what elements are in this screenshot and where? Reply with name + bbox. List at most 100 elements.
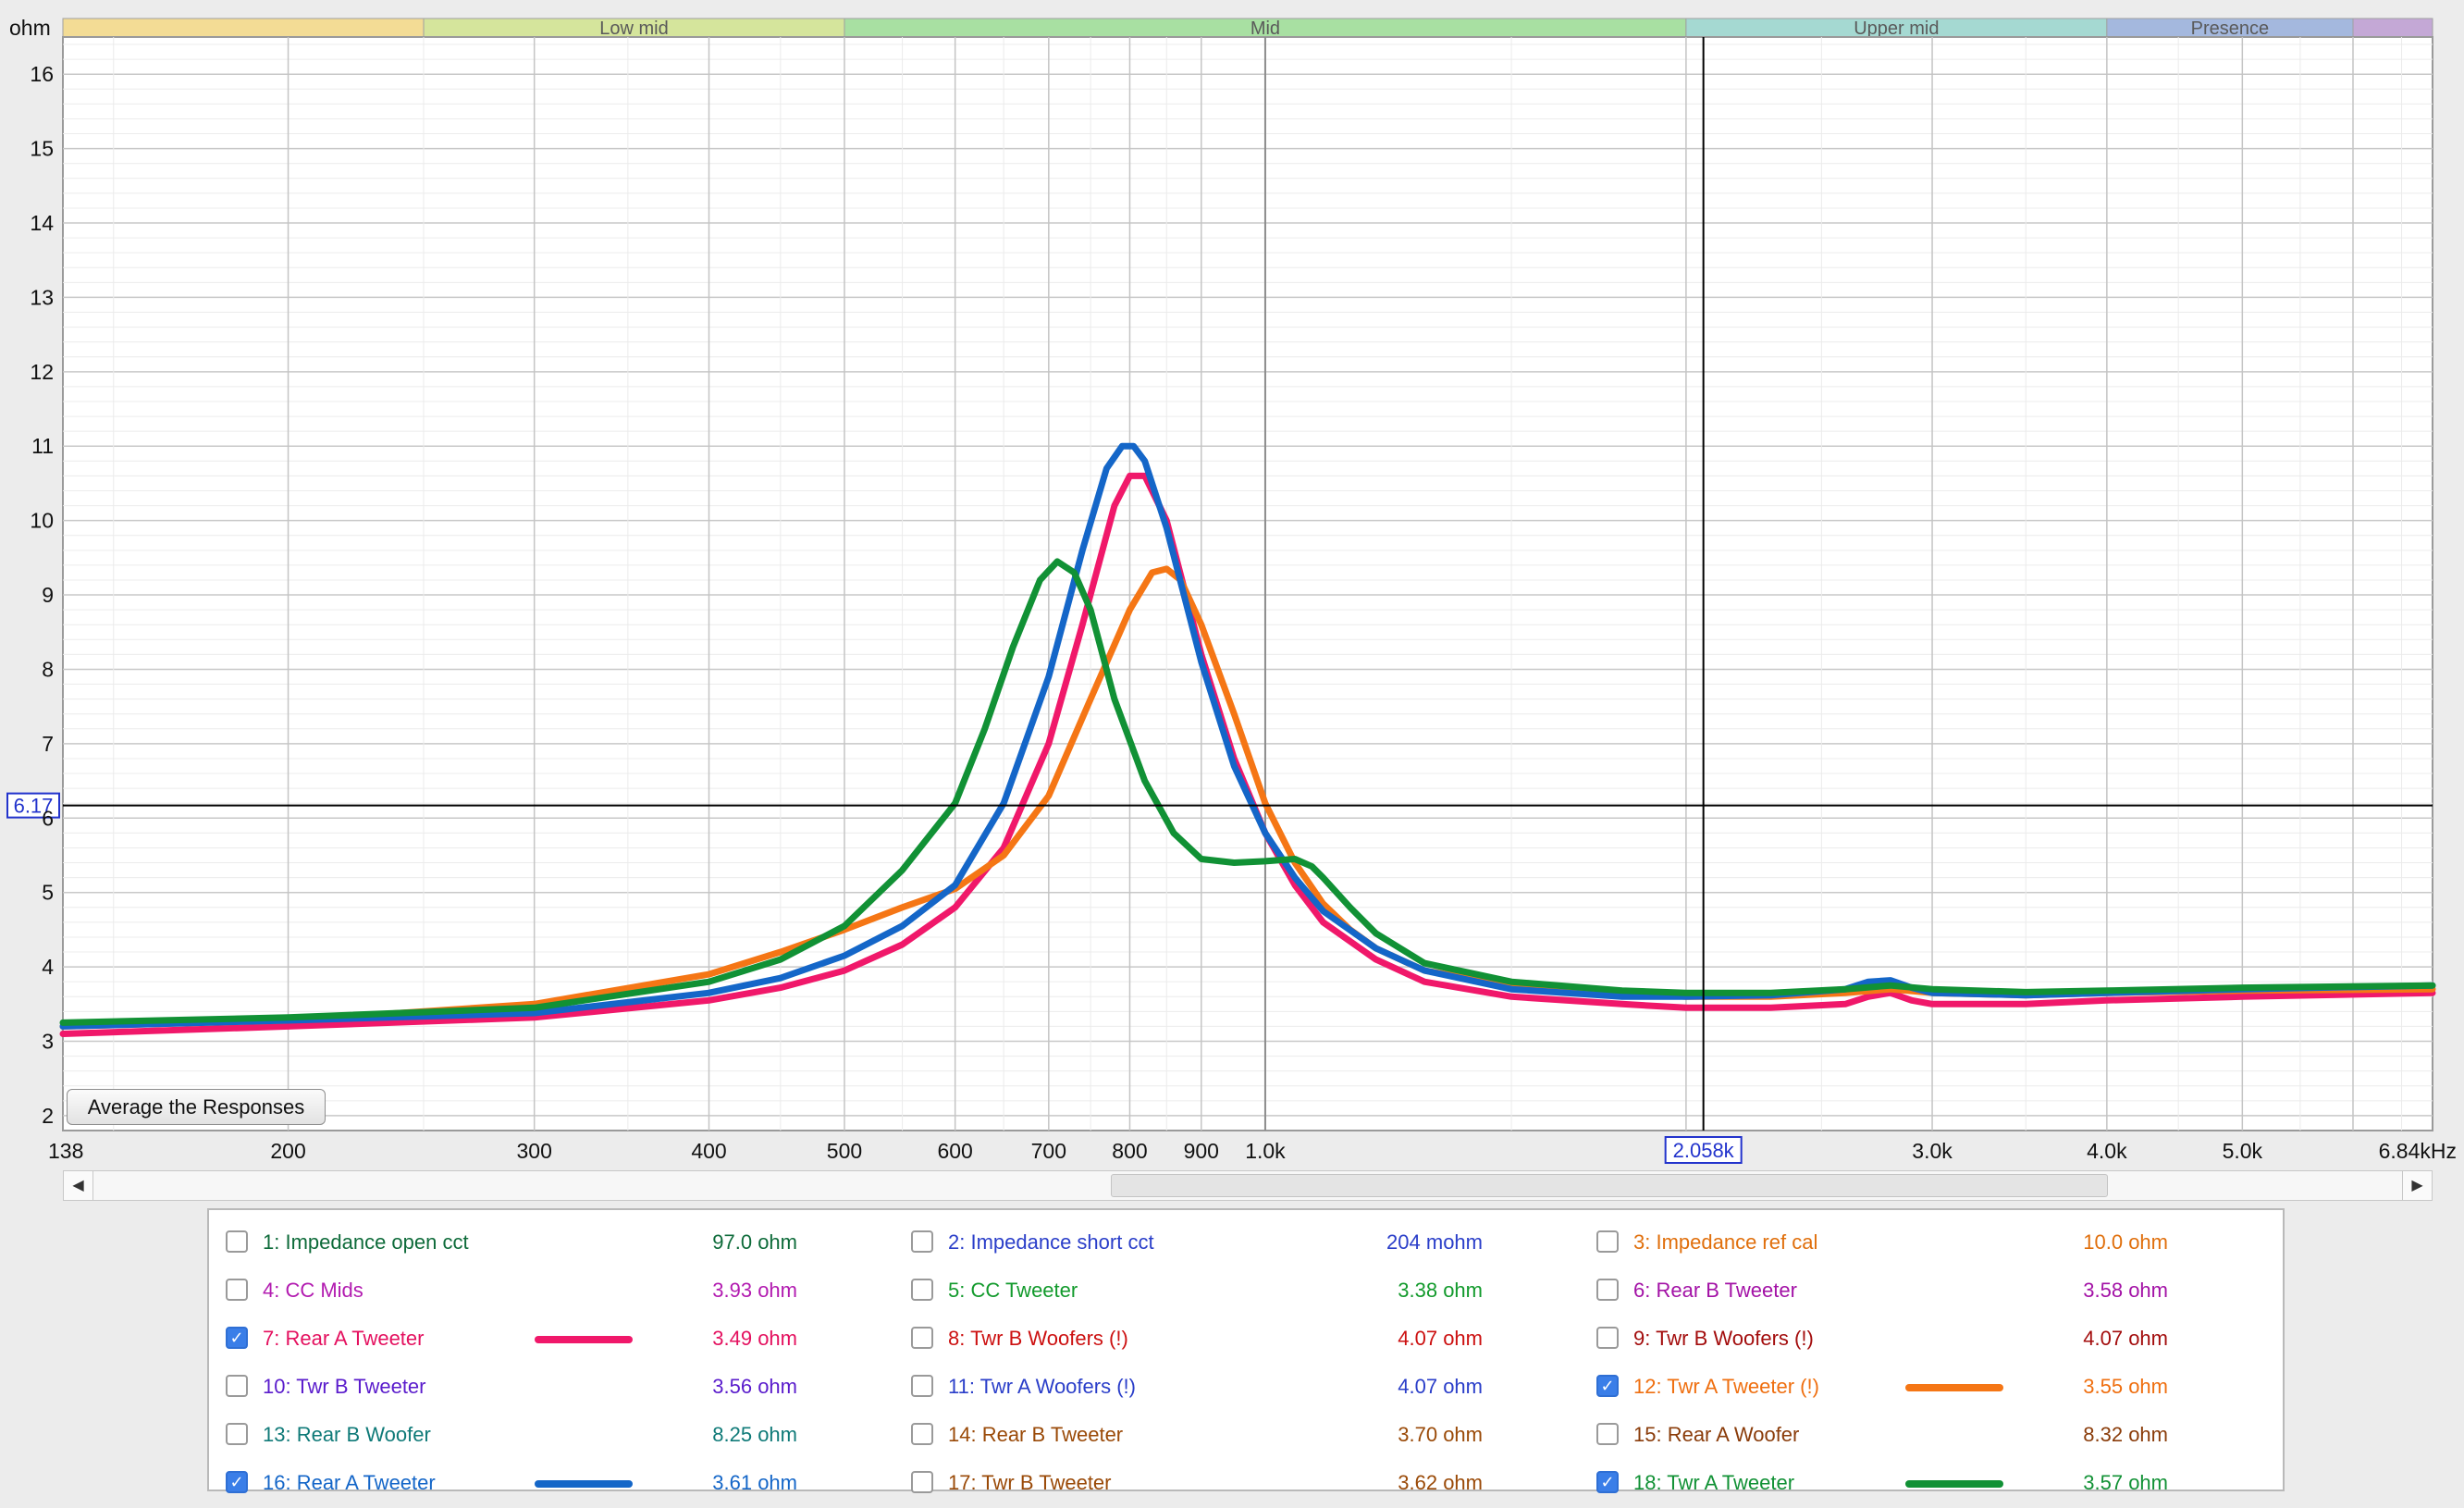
checkbox-icon[interactable] xyxy=(1596,1327,1619,1349)
legend-item-value: 4.07 ohm xyxy=(1398,1327,1483,1350)
legend-item-name: 11: Twr A Woofers (!) xyxy=(948,1375,1136,1398)
legend-item-name: 15: Rear A Woofer xyxy=(1633,1423,1800,1446)
checkbox-icon[interactable] xyxy=(226,1375,248,1397)
legend-item-name: 5: CC Tweeter xyxy=(948,1279,1078,1302)
legend-item-name: 18: Twr A Tweeter xyxy=(1633,1471,1795,1494)
legend-item[interactable]: ✓ 7: Rear A Tweeter 3.49 ohm xyxy=(209,1316,893,1364)
cursor-x-readout-box xyxy=(1664,1136,1743,1164)
axis-ticks: 2 3 4 5 6 7 8 9 10 11 12 13 14 15 16 138 200 300 400 500 600… xyxy=(30,62,2457,1163)
legend-item-name: 13: Rear B Woofer xyxy=(263,1423,431,1446)
legend-item[interactable]: 2: Impedance short cct 204 mohm xyxy=(894,1219,1579,1267)
y-tick-label: 11 xyxy=(31,434,54,458)
cursor-y-readout: 6.17 xyxy=(14,795,54,818)
legend-item-value: 4.07 ohm xyxy=(2083,1327,2168,1350)
legend-item-name: 3: Impedance ref cal xyxy=(1633,1230,1818,1254)
scroll-left-arrow-icon[interactable]: ◀ xyxy=(64,1171,93,1200)
legend-item-value: 10.0 ohm xyxy=(2083,1230,2168,1254)
checkbox-icon[interactable] xyxy=(1596,1279,1619,1301)
y-tick-label: 14 xyxy=(30,211,54,235)
checkbox-checked-icon[interactable]: ✓ xyxy=(1596,1375,1619,1397)
y-tick-label: 2 xyxy=(42,1104,54,1128)
band-label: Low mid xyxy=(599,19,668,39)
legend-item-name: 4: CC Mids xyxy=(263,1279,363,1302)
frequency-band-bar: Low mid Mid Upper mid Presence xyxy=(62,18,2433,39)
band-label: Upper mid xyxy=(1854,19,1939,39)
legend-item[interactable]: 17: Twr B Tweeter 3.62 ohm xyxy=(894,1460,1579,1508)
checkbox-icon[interactable] xyxy=(226,1279,248,1301)
legend-item[interactable]: 3: Impedance ref cal 10.0 ohm xyxy=(1580,1219,2264,1267)
legend-item-name: 6: Rear B Tweeter xyxy=(1633,1279,1797,1302)
legend-item[interactable]: ✓ 16: Rear A Tweeter 3.61 ohm xyxy=(209,1460,893,1508)
band-label: Mid xyxy=(1250,19,1280,39)
y-tick-label: 16 xyxy=(30,62,54,86)
legend-item[interactable]: 11: Twr A Woofers (!) 4.07 ohm xyxy=(894,1364,1579,1412)
x-tick-label: 800 xyxy=(1112,1139,1147,1163)
average-responses-button[interactable]: Average the Responses xyxy=(67,1089,326,1125)
legend-item-name: 16: Rear A Tweeter xyxy=(263,1471,436,1494)
legend-item-value: 3.57 ohm xyxy=(2083,1471,2168,1494)
impedance-chart[interactable]: Low mid Mid Upper mid Presence 6.17 2.058k 2… xyxy=(0,0,2464,1170)
checkbox-checked-icon[interactable]: ✓ xyxy=(226,1327,248,1349)
x-tick-label: 138 xyxy=(48,1139,83,1163)
legend-item-value: 8.32 ohm xyxy=(2083,1423,2168,1446)
legend-item-value: 3.55 ohm xyxy=(2083,1375,2168,1398)
band-5 xyxy=(2352,18,2433,38)
legend-item[interactable]: 5: CC Tweeter 3.38 ohm xyxy=(894,1267,1579,1316)
legend-item[interactable]: ✓ 12: Twr A Tweeter (!) 3.55 ohm xyxy=(1580,1364,2264,1412)
legend-item[interactable]: 9: Twr B Woofers (!) 4.07 ohm xyxy=(1580,1316,2264,1364)
y-tick-label: 6 xyxy=(42,806,54,830)
legend-item[interactable]: 13: Rear B Woofer 8.25 ohm xyxy=(209,1412,893,1460)
legend-item-name: 10: Twr B Tweeter xyxy=(263,1375,426,1398)
legend-item-name: 2: Impedance short cct xyxy=(948,1230,1154,1254)
legend-item-value: 3.70 ohm xyxy=(1398,1423,1483,1446)
checkbox-icon[interactable] xyxy=(911,1230,933,1253)
checkbox-icon[interactable] xyxy=(911,1423,933,1445)
checkbox-icon[interactable] xyxy=(1596,1423,1619,1445)
checkbox-icon[interactable] xyxy=(911,1327,933,1349)
legend-item-value: 3.93 ohm xyxy=(712,1279,797,1302)
legend-item-value: 204 mohm xyxy=(1386,1230,1483,1254)
legend-item-name: 14: Rear B Tweeter xyxy=(948,1423,1124,1446)
legend-item[interactable]: 1: Impedance open cct 97.0 ohm xyxy=(209,1219,893,1267)
legend-item-name: 17: Twr B Tweeter xyxy=(948,1471,1112,1494)
y-tick-label: 5 xyxy=(42,881,54,905)
legend-item-value: 97.0 ohm xyxy=(712,1230,797,1254)
y-tick-label: 4 xyxy=(42,955,54,979)
checkbox-icon[interactable] xyxy=(1596,1230,1619,1253)
legend-line-swatch xyxy=(1905,1384,2003,1391)
y-tick-label: 10 xyxy=(30,509,54,533)
legend-item[interactable]: 10: Twr B Tweeter 3.56 ohm xyxy=(209,1364,893,1412)
legend-item-value: 3.58 ohm xyxy=(2083,1279,2168,1302)
checkbox-checked-icon[interactable]: ✓ xyxy=(1596,1471,1619,1493)
y-tick-label: 15 xyxy=(30,137,54,161)
horizontal-scrollbar[interactable]: ◀ ▶ xyxy=(63,1170,2433,1201)
legend-item[interactable]: 14: Rear B Tweeter 3.70 ohm xyxy=(894,1412,1579,1460)
x-tick-label: 6.84kHz xyxy=(2379,1139,2457,1163)
x-tick-label: 200 xyxy=(270,1139,305,1163)
checkbox-icon[interactable] xyxy=(226,1423,248,1445)
scroll-right-arrow-icon[interactable]: ▶ xyxy=(2402,1171,2432,1200)
cursor-y-readout-box xyxy=(6,792,60,819)
checkbox-icon[interactable] xyxy=(911,1279,933,1301)
x-tick-label: 1.0k xyxy=(1245,1139,1286,1163)
legend-item-value: 3.49 ohm xyxy=(712,1327,797,1350)
cursor: 6.17 2.058k xyxy=(6,37,2433,1164)
x-tick-label: 600 xyxy=(937,1139,972,1163)
checkbox-icon[interactable] xyxy=(226,1230,248,1253)
x-tick-label: 900 xyxy=(1184,1139,1219,1163)
series-line-3 xyxy=(59,558,2436,1026)
legend-item[interactable]: 8: Twr B Woofers (!) 4.07 ohm xyxy=(894,1316,1579,1364)
x-tick-label: 3.0k xyxy=(1912,1139,1953,1163)
x-tick-label: 400 xyxy=(691,1139,726,1163)
legend-item[interactable]: ✓ 18: Twr A Tweeter 3.57 ohm xyxy=(1580,1460,2264,1508)
y-tick-label: 8 xyxy=(42,657,54,681)
legend-item[interactable]: 4: CC Mids 3.93 ohm xyxy=(209,1267,893,1316)
checkbox-icon[interactable] xyxy=(911,1375,933,1397)
scroll-thumb[interactable] xyxy=(1111,1174,2108,1197)
legend-item[interactable]: 15: Rear A Woofer 8.32 ohm xyxy=(1580,1412,2264,1460)
legend-item[interactable]: 6: Rear B Tweeter 3.58 ohm xyxy=(1580,1267,2264,1316)
checkbox-checked-icon[interactable]: ✓ xyxy=(226,1471,248,1493)
y-unit-label: ohm xyxy=(9,16,51,40)
checkbox-icon[interactable] xyxy=(911,1471,933,1493)
x-tick-label: 5.0k xyxy=(2223,1139,2263,1163)
